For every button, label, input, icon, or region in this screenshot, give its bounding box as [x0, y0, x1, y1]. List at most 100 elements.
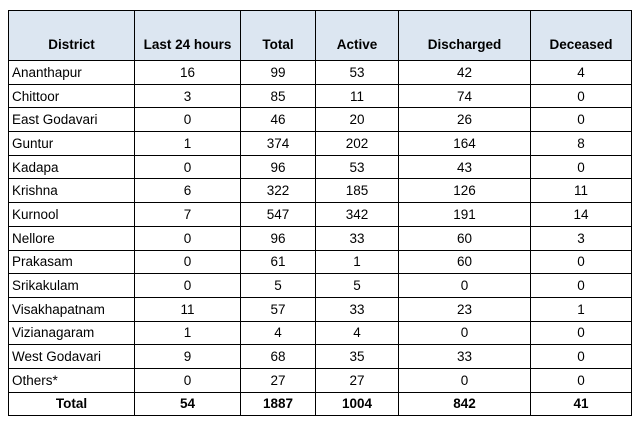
- column-header: Discharged: [398, 10, 531, 61]
- district-name: West Godavari: [8, 344, 135, 369]
- table-row: Krishna 6 322 185 126 11: [8, 178, 632, 204]
- cell: 3: [530, 225, 632, 251]
- cell: 0: [530, 107, 632, 133]
- cell: 4: [530, 60, 632, 85]
- cell: 27: [315, 367, 399, 393]
- district-name: Vizianagaram: [8, 320, 135, 346]
- table-row: West Godavari 9 68 35 33 0: [8, 344, 632, 369]
- cell: 23: [398, 296, 531, 322]
- table-row: Chittoor 3 85 11 74 0: [8, 83, 632, 109]
- total-label: Total: [8, 391, 135, 417]
- cell: 185: [315, 178, 399, 204]
- table-row: Vizianagaram 1 4 4 0 0: [8, 320, 632, 346]
- cell: 11: [315, 83, 399, 109]
- cell: 4: [240, 320, 316, 346]
- table-row: Prakasam 0 61 1 60 0: [8, 249, 632, 275]
- total-cell: 1004: [315, 391, 399, 417]
- cell: 11: [530, 178, 632, 204]
- cell: 26: [398, 107, 531, 133]
- cell: 14: [530, 202, 632, 227]
- cell: 4: [315, 320, 399, 346]
- table-body: Ananthapur 16 99 53 42 4 Chittoor 3 85 11 74 0 East …: [8, 60, 632, 417]
- cell: 342: [315, 202, 399, 227]
- cell: 0: [134, 273, 241, 298]
- cell: 0: [530, 154, 632, 180]
- cell: 547: [240, 202, 316, 227]
- cell: 374: [240, 131, 316, 156]
- district-name: Srikakulam: [8, 273, 135, 298]
- cell: 0: [398, 367, 531, 393]
- cell: 96: [240, 154, 316, 180]
- cell: 57: [240, 296, 316, 322]
- table-row: East Godavari 0 46 20 26 0: [8, 107, 632, 133]
- district-name: Chittoor: [8, 83, 135, 109]
- cell: 0: [530, 273, 632, 298]
- cell: 202: [315, 131, 399, 156]
- cell: 1: [530, 296, 632, 322]
- table-row: Kurnool 7 547 342 191 14: [8, 202, 632, 227]
- cell: 0: [134, 154, 241, 180]
- district-name: Others*: [8, 367, 135, 393]
- cell: 0: [530, 344, 632, 369]
- cell: 35: [315, 344, 399, 369]
- cell: 0: [398, 320, 531, 346]
- table-header: District Last 24 hours Total Active Discharg…: [8, 10, 632, 61]
- cell: 33: [398, 344, 531, 369]
- table-row: Srikakulam 0 5 5 0 0: [8, 273, 632, 298]
- cell: 0: [530, 320, 632, 346]
- cell: 191: [398, 202, 531, 227]
- column-header: Last 24 hours: [134, 10, 241, 61]
- cell: 20: [315, 107, 399, 133]
- cell: 60: [398, 225, 531, 251]
- cell: 74: [398, 83, 531, 109]
- total-cell: 842: [398, 391, 531, 417]
- cell: 53: [315, 60, 399, 85]
- cell: 126: [398, 178, 531, 204]
- table-row: Others* 0 27 27 0 0: [8, 367, 632, 393]
- cell: 0: [134, 225, 241, 251]
- cell: 46: [240, 107, 316, 133]
- total-cell: 41: [530, 391, 632, 417]
- total-row: Total 54 1887 1004 842 41: [8, 391, 632, 417]
- district-name: Kadapa: [8, 154, 135, 180]
- table-row: Visakhapatnam 11 57 33 23 1: [8, 296, 632, 322]
- cell: 43: [398, 154, 531, 180]
- cell: 96: [240, 225, 316, 251]
- column-header: District: [8, 10, 135, 61]
- column-header: Active: [315, 10, 399, 61]
- table-row: Nellore 0 96 33 60 3: [8, 225, 632, 251]
- cell: 33: [315, 296, 399, 322]
- cell: 53: [315, 154, 399, 180]
- district-name: Prakasam: [8, 249, 135, 275]
- cell: 8: [530, 131, 632, 156]
- cell: 61: [240, 249, 316, 275]
- total-cell: 54: [134, 391, 241, 417]
- cell: 0: [530, 83, 632, 109]
- cell: 68: [240, 344, 316, 369]
- cell: 7: [134, 202, 241, 227]
- cell: 27: [240, 367, 316, 393]
- cell: 322: [240, 178, 316, 204]
- cell: 164: [398, 131, 531, 156]
- table-row: Ananthapur 16 99 53 42 4: [8, 60, 632, 85]
- district-name: Ananthapur: [8, 60, 135, 85]
- cell: 1: [134, 320, 241, 346]
- district-name: Kurnool: [8, 202, 135, 227]
- cell: 1: [134, 131, 241, 156]
- cell: 99: [240, 60, 316, 85]
- cell: 0: [134, 367, 241, 393]
- column-header: Deceased: [530, 10, 632, 61]
- district-table: District Last 24 hours Total Active Discharg…: [8, 10, 632, 417]
- column-header: Total: [240, 10, 316, 61]
- table-row: Guntur 1 374 202 164 8: [8, 131, 632, 156]
- cell: 0: [398, 273, 531, 298]
- cell: 0: [530, 367, 632, 393]
- cell: 9: [134, 344, 241, 369]
- cell: 5: [315, 273, 399, 298]
- cell: 11: [134, 296, 241, 322]
- cell: 5: [240, 273, 316, 298]
- cell: 1: [315, 249, 399, 275]
- district-name: Visakhapatnam: [8, 296, 135, 322]
- cell: 6: [134, 178, 241, 204]
